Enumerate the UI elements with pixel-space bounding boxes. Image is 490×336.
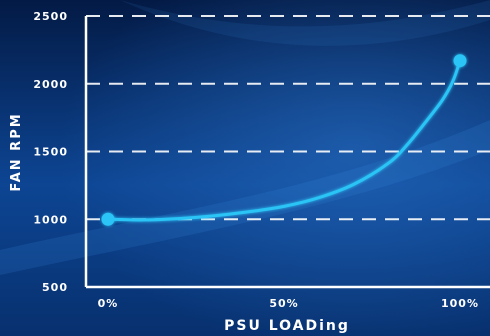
x-tick-label: 100% (441, 297, 479, 310)
y-tick-label: 2000 (33, 78, 68, 91)
y-axis-title: FAN RPM (9, 112, 24, 191)
x-axis-title: PSU LOADing (224, 318, 350, 334)
background-swoosh (0, 120, 490, 275)
y-tick-label: 1500 (33, 146, 68, 159)
y-tick-label: 1000 (33, 213, 68, 226)
marker-layer (101, 54, 467, 226)
x-tick-label: 0% (98, 297, 119, 310)
axes (84, 16, 490, 289)
data-point-marker (101, 212, 115, 226)
y-tick-label: 500 (42, 281, 68, 294)
y-tick-label: 2500 (33, 10, 68, 23)
data-point-marker (453, 54, 467, 68)
series-layer (106, 59, 462, 222)
x-tick-label: 50% (269, 297, 298, 310)
background-swoosh-2 (120, 0, 490, 46)
tick-labels: 500 1000 1500 2000 2500 0% 50% 100% (33, 10, 479, 310)
fan-rpm-series-line (106, 59, 462, 222)
